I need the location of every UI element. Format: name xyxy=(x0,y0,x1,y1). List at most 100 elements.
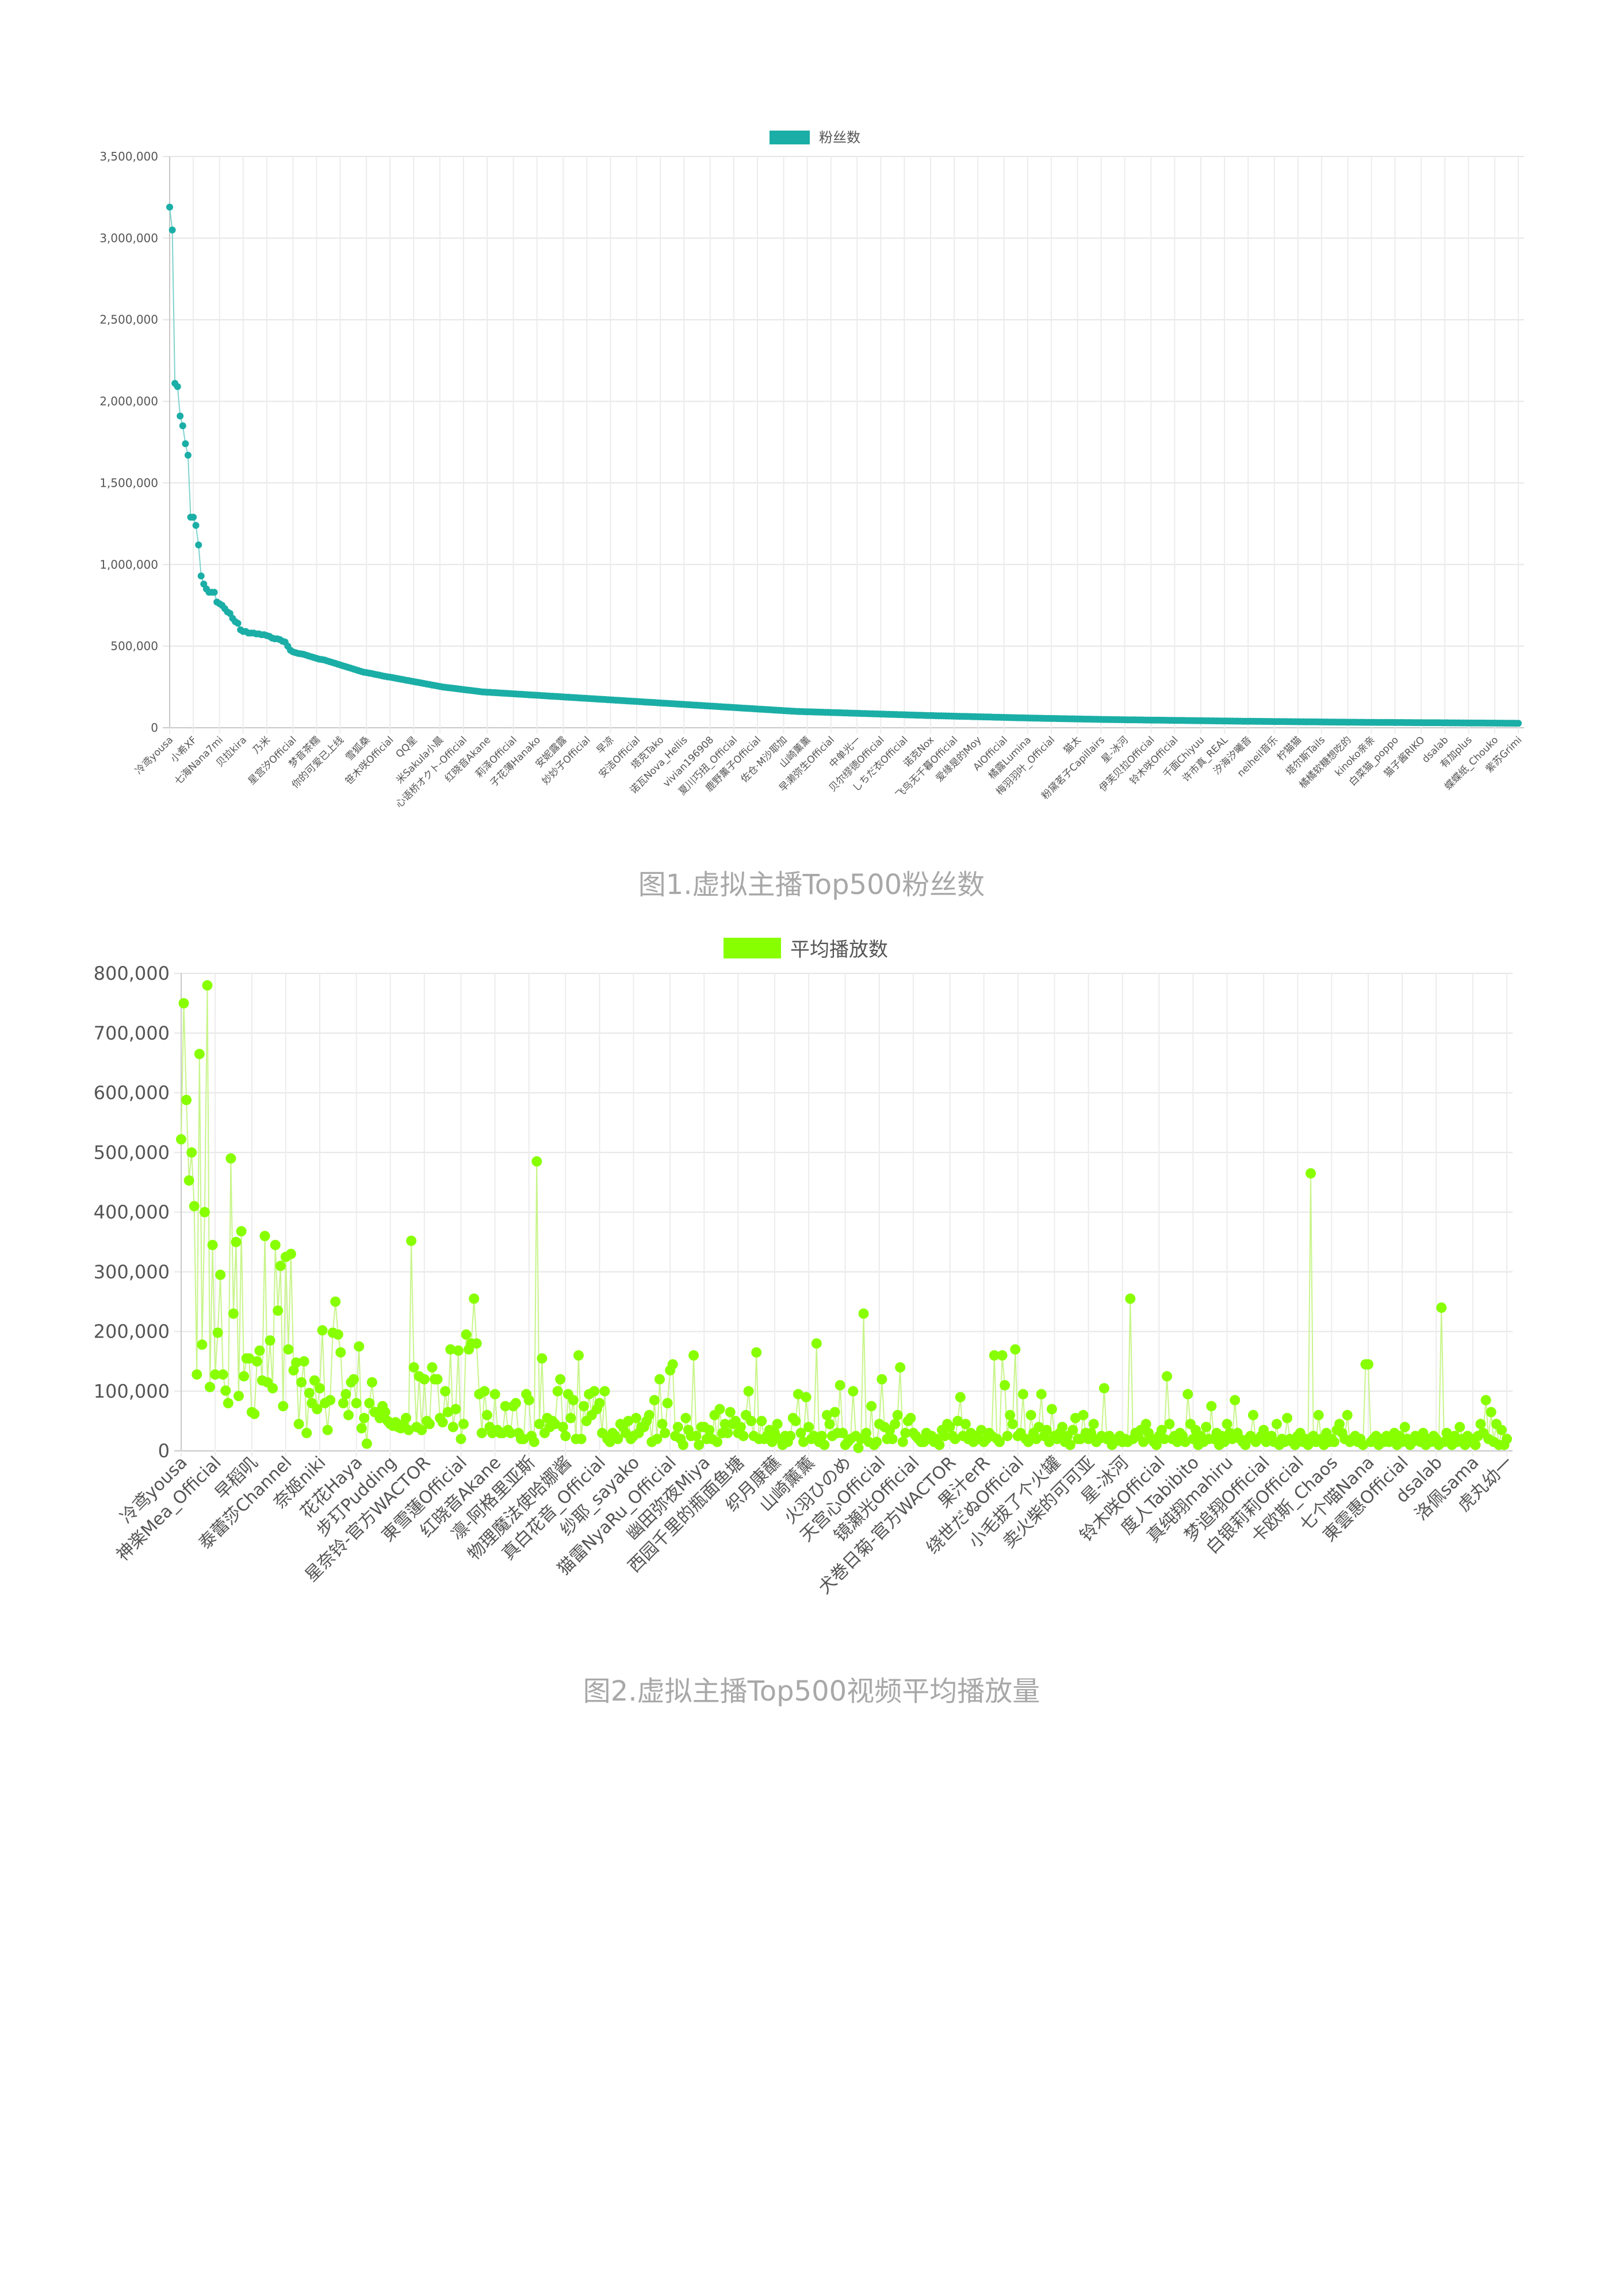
data-point xyxy=(461,1329,472,1340)
data-point xyxy=(746,1416,757,1427)
data-point xyxy=(174,383,181,390)
y-tick-label: 2,500,000 xyxy=(99,313,158,327)
data-point xyxy=(1002,1431,1013,1442)
data-point xyxy=(322,1424,333,1435)
data-point xyxy=(725,1407,736,1418)
data-point xyxy=(207,1240,218,1251)
data-point xyxy=(816,1431,827,1442)
data-point xyxy=(989,1350,1000,1361)
data-point xyxy=(199,1207,210,1217)
data-point xyxy=(793,1389,803,1400)
data-point xyxy=(285,1248,296,1259)
data-point xyxy=(743,1386,754,1397)
data-point xyxy=(997,1350,1008,1361)
y-tick-label: 800,000 xyxy=(94,962,170,984)
data-point xyxy=(291,1357,301,1368)
data-point xyxy=(1306,1168,1316,1179)
legend-swatch xyxy=(724,938,781,958)
data-point xyxy=(177,412,184,420)
data-point xyxy=(182,440,189,448)
data-point xyxy=(652,1434,663,1445)
y-tick-label: 200,000 xyxy=(94,1321,170,1343)
data-point xyxy=(1515,720,1522,727)
data-point xyxy=(848,1386,859,1397)
data-point xyxy=(835,1380,845,1390)
data-point xyxy=(330,1296,341,1307)
data-point xyxy=(186,1147,197,1158)
data-point xyxy=(1230,1395,1241,1405)
data-point xyxy=(890,1419,901,1430)
data-point xyxy=(361,1438,372,1449)
data-point xyxy=(853,1442,864,1453)
data-point xyxy=(1065,1439,1075,1450)
data-point xyxy=(714,1404,725,1415)
y-tick-label: 100,000 xyxy=(94,1380,170,1402)
data-point xyxy=(552,1386,563,1397)
data-point xyxy=(408,1362,419,1373)
data-point xyxy=(861,1427,872,1438)
data-point xyxy=(1086,1427,1097,1438)
y-tick-label: 1,500,000 xyxy=(99,476,158,490)
data-point xyxy=(1088,1419,1099,1430)
data-point xyxy=(184,452,192,459)
data-point xyxy=(688,1350,699,1361)
data-point xyxy=(192,1369,202,1380)
data-point xyxy=(677,1439,688,1450)
legend-label: 平均播放数 xyxy=(790,938,888,961)
data-point xyxy=(837,1427,848,1438)
data-point xyxy=(325,1395,336,1405)
data-point xyxy=(223,1398,234,1408)
data-point xyxy=(335,1347,346,1358)
data-point xyxy=(1140,1419,1151,1430)
data-point xyxy=(1182,1389,1193,1400)
data-point xyxy=(955,1392,966,1403)
data-point xyxy=(416,1424,427,1435)
data-point xyxy=(811,1338,822,1349)
data-point xyxy=(220,1385,231,1396)
data-point xyxy=(976,1424,987,1435)
y-tick-label: 500,000 xyxy=(94,1141,170,1163)
data-point xyxy=(351,1398,362,1408)
data-point xyxy=(1156,1424,1167,1435)
data-point xyxy=(265,1335,275,1346)
data-point xyxy=(1219,1437,1230,1447)
data-point xyxy=(1162,1371,1172,1382)
followers-chart: 粉丝数 0 500,000 1,000,000 1,500,000 2,000,000 2,… xyxy=(99,129,1524,811)
data-point xyxy=(589,1386,600,1397)
data-point xyxy=(1007,1419,1018,1430)
data-point xyxy=(401,1412,411,1423)
data-point xyxy=(772,1419,783,1430)
data-point xyxy=(251,1356,262,1367)
data-point xyxy=(680,1412,691,1423)
data-point xyxy=(234,1390,244,1401)
data-point xyxy=(273,1305,284,1316)
data-point xyxy=(315,1383,325,1394)
data-point xyxy=(798,1437,809,1447)
data-point xyxy=(719,1419,730,1430)
data-point xyxy=(1475,1419,1486,1430)
data-point xyxy=(234,620,242,627)
data-point xyxy=(301,1427,312,1438)
data-point xyxy=(1098,1383,1109,1394)
data-point xyxy=(1399,1422,1410,1432)
data-point xyxy=(354,1341,365,1352)
data-point xyxy=(476,1427,487,1438)
data-point xyxy=(1159,1434,1170,1445)
data-point xyxy=(534,1419,545,1430)
data-point xyxy=(801,1392,812,1403)
data-point xyxy=(406,1235,417,1246)
data-point xyxy=(897,1437,908,1447)
data-point xyxy=(803,1422,814,1432)
data-point xyxy=(349,1374,359,1385)
data-point xyxy=(550,1419,561,1430)
data-point xyxy=(450,1404,461,1415)
data-point xyxy=(166,204,173,211)
data-point xyxy=(212,1327,223,1338)
data-point xyxy=(275,1260,286,1271)
data-point xyxy=(458,1419,469,1430)
data-point xyxy=(178,998,189,1008)
data-point xyxy=(1070,1412,1081,1423)
data-point xyxy=(821,1409,832,1420)
data-point xyxy=(270,1240,281,1251)
data-point xyxy=(644,1409,654,1420)
